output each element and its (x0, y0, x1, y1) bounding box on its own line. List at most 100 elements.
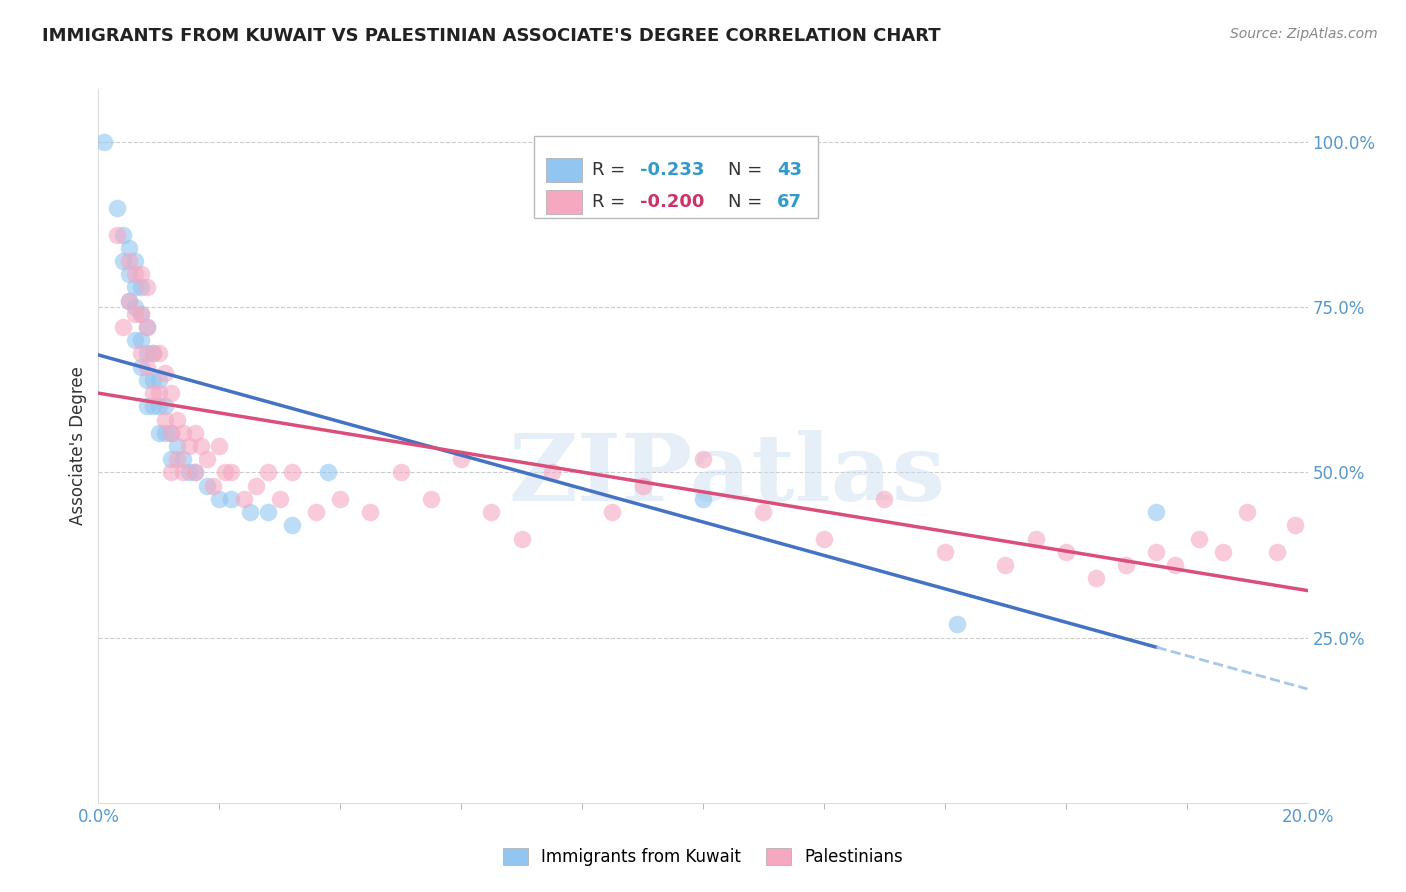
Point (129, 333, 152, 347)
Point (105, 201, 128, 215)
Point (692, 452, 714, 467)
Text: ZIPatlas: ZIPatlas (509, 430, 946, 519)
Point (153, 425, 176, 440)
Text: 43: 43 (776, 161, 801, 178)
Point (142, 373, 165, 387)
Point (208, 439, 231, 453)
FancyBboxPatch shape (546, 158, 582, 182)
Point (232, 491, 254, 506)
Point (129, 346, 152, 360)
Point (184, 466, 207, 480)
Point (221, 466, 243, 480)
Point (329, 491, 352, 506)
Point (1284, 518, 1306, 533)
Point (135, 400, 157, 414)
Point (153, 367, 176, 381)
Point (135, 373, 157, 387)
Point (124, 307, 146, 321)
Point (184, 466, 207, 480)
Point (602, 505, 624, 519)
Point (1144, 545, 1167, 559)
Point (1188, 532, 1211, 546)
Point (135, 320, 157, 334)
Point (129, 307, 152, 321)
FancyBboxPatch shape (546, 190, 582, 214)
Point (214, 466, 236, 480)
Point (135, 280, 157, 294)
Text: -0.233: -0.233 (640, 161, 704, 178)
Point (142, 346, 165, 360)
Point (172, 425, 194, 440)
Point (281, 466, 304, 480)
Point (946, 617, 969, 632)
Point (148, 346, 170, 360)
Point (160, 466, 183, 480)
Point (172, 466, 194, 480)
Point (93, 135, 115, 149)
Point (160, 425, 183, 440)
Point (124, 254, 146, 268)
Text: N =: N = (728, 161, 769, 178)
Point (813, 532, 835, 546)
Point (118, 241, 141, 255)
Point (129, 359, 152, 374)
Text: IMMIGRANTS FROM KUWAIT VS PALESTINIAN ASSOCIATE'S DEGREE CORRELATION CHART: IMMIGRANTS FROM KUWAIT VS PALESTINIAN AS… (42, 27, 941, 45)
Point (118, 267, 141, 281)
Point (1267, 545, 1289, 559)
Point (135, 346, 157, 360)
Point (208, 491, 231, 506)
Point (1085, 571, 1108, 585)
Text: 67: 67 (776, 193, 801, 211)
Point (450, 452, 472, 467)
Point (360, 505, 382, 519)
Point (1115, 558, 1137, 572)
FancyBboxPatch shape (534, 136, 818, 218)
Point (129, 280, 152, 294)
Point (1024, 532, 1046, 546)
Point (111, 227, 134, 242)
Point (124, 280, 146, 294)
Point (934, 545, 956, 559)
Point (118, 254, 141, 268)
Point (153, 412, 176, 426)
Point (160, 425, 183, 440)
Point (1054, 545, 1077, 559)
Point (118, 293, 141, 308)
Y-axis label: Associate's Degree: Associate's Degree (69, 367, 87, 525)
Point (142, 386, 165, 401)
Point (245, 478, 267, 492)
Point (166, 412, 188, 426)
Text: Source: ZipAtlas.com: Source: ZipAtlas.com (1230, 27, 1378, 41)
Point (160, 452, 183, 467)
Point (281, 518, 304, 533)
Point (148, 400, 170, 414)
Point (1144, 505, 1167, 519)
Point (692, 491, 714, 506)
Text: N =: N = (728, 193, 769, 211)
Point (129, 267, 152, 281)
Text: R =: R = (592, 193, 631, 211)
Point (135, 359, 157, 374)
Point (124, 267, 146, 281)
Point (111, 254, 134, 268)
Point (142, 400, 165, 414)
Point (118, 293, 141, 308)
Point (129, 307, 152, 321)
Point (148, 386, 170, 401)
Point (142, 346, 165, 360)
Point (481, 505, 503, 519)
Point (1163, 558, 1185, 572)
Point (221, 491, 243, 506)
Point (195, 478, 218, 492)
Point (124, 300, 146, 314)
Point (631, 478, 654, 492)
Point (148, 373, 170, 387)
Point (256, 466, 278, 480)
Point (190, 439, 212, 453)
Point (873, 491, 896, 506)
Point (195, 452, 218, 467)
Point (316, 466, 339, 480)
Point (179, 466, 201, 480)
Point (994, 558, 1017, 572)
Point (305, 505, 328, 519)
